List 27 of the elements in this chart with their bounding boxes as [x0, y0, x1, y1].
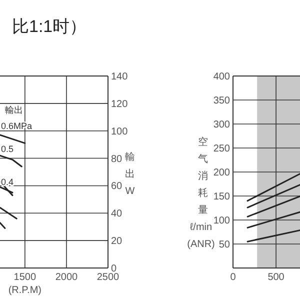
y-tick-label: 250 [213, 144, 230, 154]
x-tick-label: 2500 [96, 272, 120, 283]
annotation: 0.5 [1, 144, 14, 154]
y-axis-title: 輸出W [125, 151, 136, 197]
annotation: 0.4 [1, 177, 14, 187]
y-tick-label: 350 [213, 96, 230, 106]
y-tick-label: 100 [213, 216, 230, 226]
x-tick-label: 1500 [14, 272, 36, 283]
y-tick-label: 100 [111, 126, 128, 138]
y-tick-label: 20 [111, 236, 123, 248]
y-tick-label: 60 [111, 181, 123, 192]
y-tick-label: 40 [111, 208, 123, 220]
y-tick-label: 150 [213, 192, 230, 202]
y-tick-label: 300 [213, 120, 230, 130]
x-tick-label: 2000 [55, 272, 78, 283]
x-tick-label: 500 [268, 272, 285, 283]
y-tick-label: 120 [111, 98, 128, 110]
annotation: 輸出 [5, 105, 23, 115]
y-tick-label: 140 [111, 72, 128, 82]
y-axis-title: 空气消耗量 ℓ/min (ANR) [187, 136, 215, 250]
x-axis-title: (R.P.M) [8, 285, 42, 296]
y-tick-label: 200 [213, 168, 230, 178]
y-tick-label: 50 [218, 240, 230, 250]
chart-title: 比1:1时） [12, 17, 87, 36]
y-tick-label: 80 [111, 154, 123, 165]
y-tick-label: 0 [111, 264, 117, 274]
y-tick-label: 400 [213, 72, 230, 82]
